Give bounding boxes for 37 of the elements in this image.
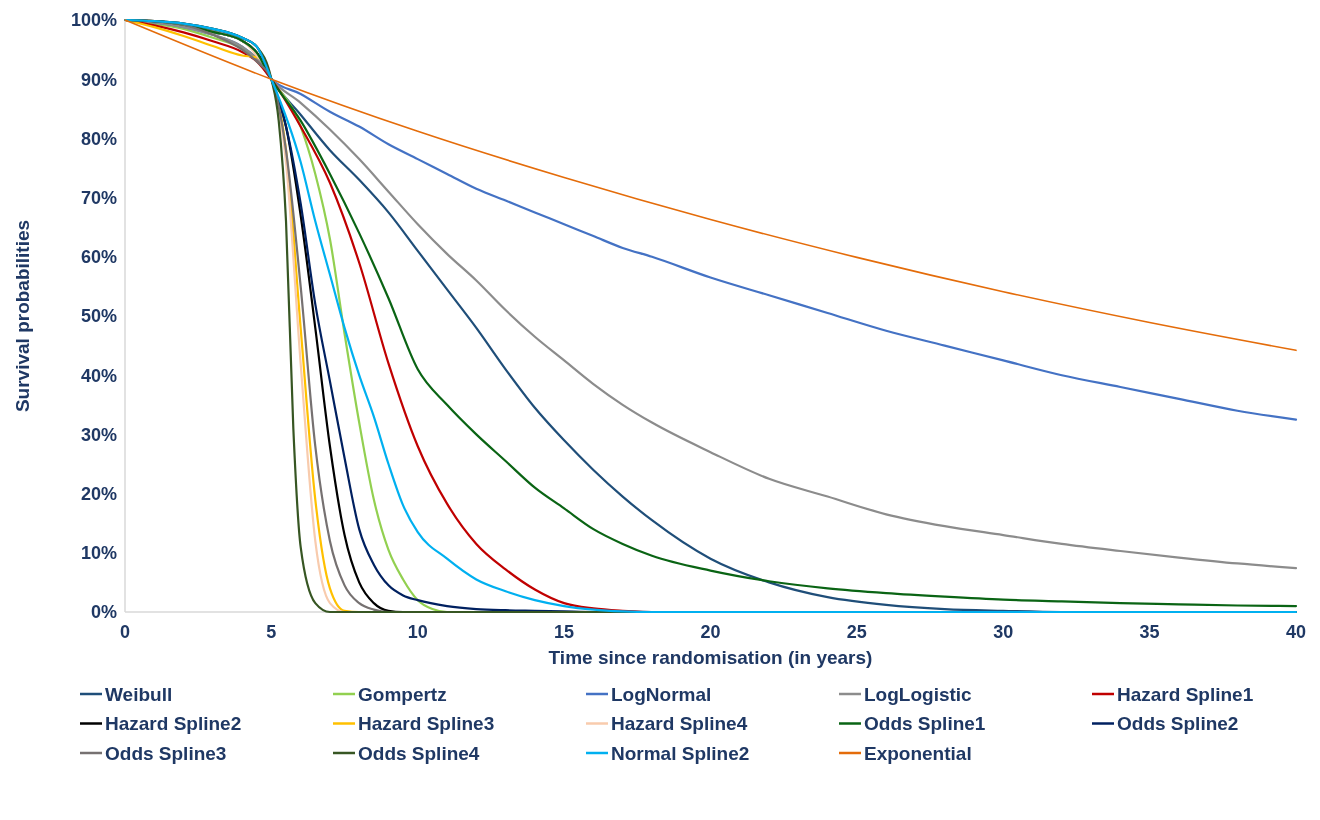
x-tick-label: 15 (554, 622, 575, 642)
legend-label: LogNormal (611, 683, 712, 705)
y-tick-label: 100% (70, 10, 117, 31)
x-tick-label: 0 (119, 622, 131, 642)
y-tick-label: 60% (80, 247, 117, 268)
x-tick-label: 10 (407, 622, 428, 642)
legend-label: Weibull (105, 683, 173, 705)
legend-label: Odds Spline2 (1117, 713, 1239, 735)
x-tick-label: 30 (993, 622, 1014, 642)
x-tick-label: 25 (846, 622, 867, 642)
legend-label: Odds Spline4 (358, 742, 480, 764)
y-tick-label: 30% (80, 424, 117, 445)
x-tick-label: 35 (1139, 622, 1160, 642)
x-tick-label: 20 (700, 622, 721, 642)
y-axis-title: Survival probabilities (12, 219, 33, 413)
y-tick-label: 50% (80, 306, 117, 327)
y-tick-label: 70% (80, 187, 117, 208)
y-tick-label: 20% (80, 483, 117, 504)
legend-label: Hazard Spline1 (1117, 683, 1254, 705)
legend-label: Hazard Spline3 (358, 713, 495, 735)
y-tick-label: 90% (80, 69, 117, 90)
legend-label: Odds Spline3 (105, 742, 227, 764)
y-tick-label: 40% (80, 365, 117, 386)
legend-label: Odds Spline1 (864, 713, 986, 735)
x-tick-label: 5 (266, 622, 277, 642)
legend-label: LogLogistic (864, 683, 973, 705)
legend-label: Exponential (864, 742, 972, 764)
x-tick-label: 40 (1285, 622, 1307, 642)
y-tick-label: 80% (80, 128, 117, 149)
y-tick-label: 10% (80, 543, 117, 564)
line-series (124, 19, 1297, 352)
legend-label: Hazard Spline4 (611, 713, 748, 735)
legend-label: Gompertz (358, 683, 447, 705)
legend-label: Hazard Spline2 (105, 713, 242, 735)
y-tick-label: 0% (90, 602, 117, 623)
legend-label: Normal Spline2 (611, 742, 750, 764)
x-axis-title: Time since randomisation (in years) (548, 647, 873, 668)
